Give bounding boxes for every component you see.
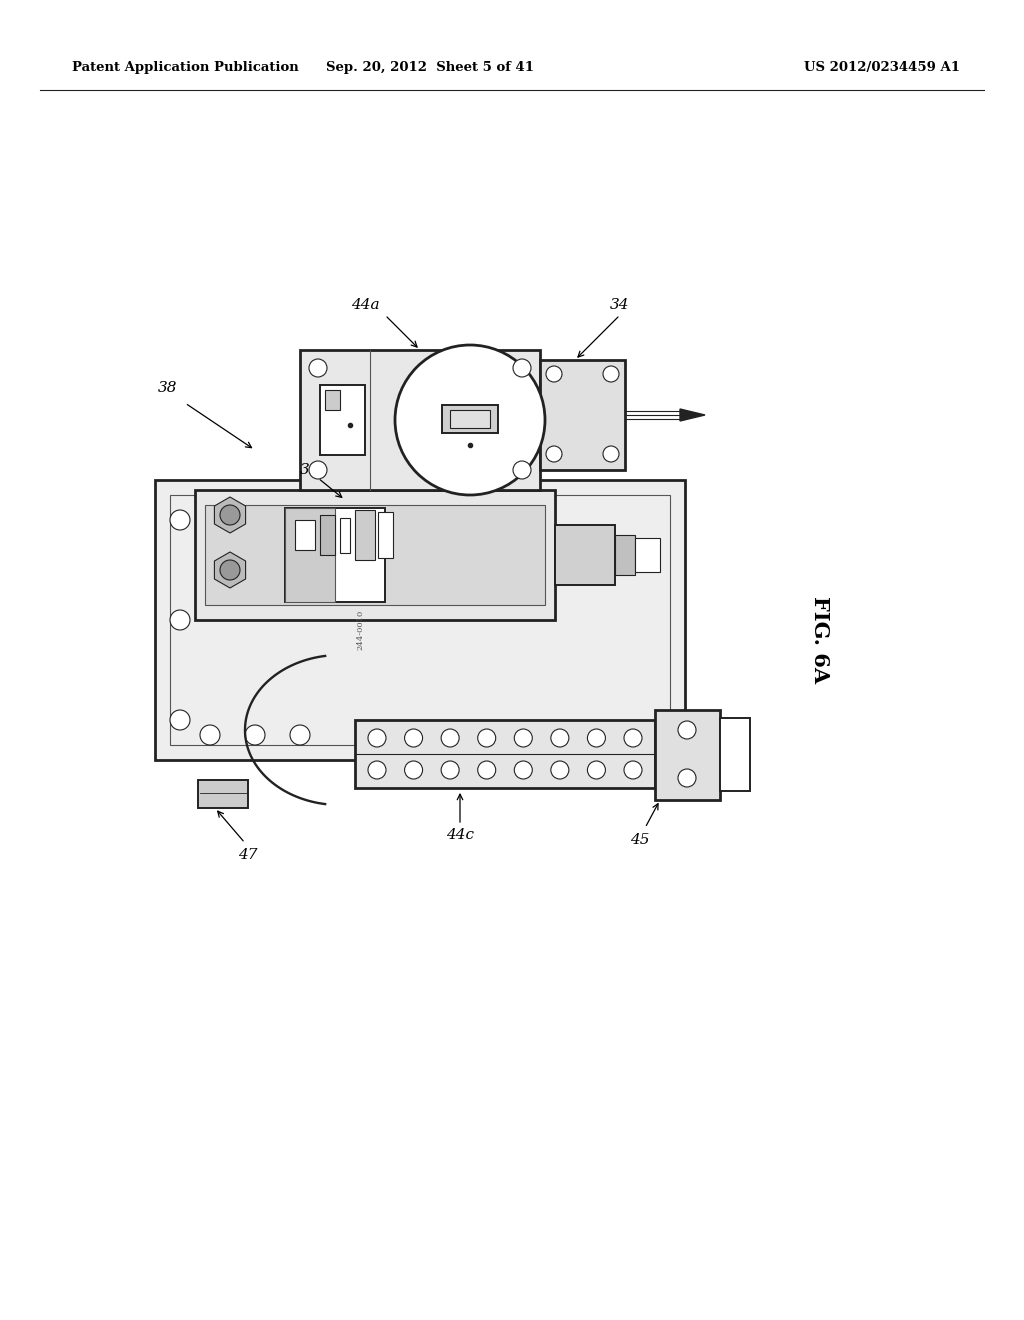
Text: Sep. 20, 2012  Sheet 5 of 41: Sep. 20, 2012 Sheet 5 of 41 (326, 62, 534, 74)
Text: 33: 33 (300, 463, 319, 477)
Circle shape (170, 610, 190, 630)
Circle shape (245, 725, 265, 744)
Bar (300, 350, 540, 490)
Circle shape (368, 729, 386, 747)
Text: 244-0010: 244-0010 (356, 610, 364, 651)
Bar (285, 508, 385, 602)
Circle shape (404, 729, 423, 747)
Circle shape (546, 366, 562, 381)
Text: 47: 47 (239, 847, 258, 862)
Circle shape (514, 729, 532, 747)
Bar (540, 360, 625, 470)
Text: US 2012/0234459 A1: US 2012/0234459 A1 (804, 62, 961, 74)
Circle shape (588, 762, 605, 779)
Bar (195, 490, 555, 620)
Circle shape (309, 359, 327, 378)
Circle shape (551, 729, 569, 747)
Circle shape (309, 461, 327, 479)
Circle shape (200, 725, 220, 744)
Text: 45: 45 (630, 833, 650, 847)
Circle shape (513, 461, 531, 479)
Bar (615, 535, 635, 576)
Bar (155, 480, 685, 760)
Circle shape (603, 366, 618, 381)
Circle shape (395, 345, 545, 495)
Circle shape (588, 729, 605, 747)
Circle shape (478, 762, 496, 779)
Text: Patent Application Publication: Patent Application Publication (72, 62, 299, 74)
Circle shape (220, 560, 240, 579)
Bar (655, 710, 720, 800)
Circle shape (290, 725, 310, 744)
Circle shape (220, 506, 240, 525)
Bar (325, 389, 340, 411)
Circle shape (368, 762, 386, 779)
Bar (319, 515, 335, 554)
Circle shape (514, 762, 532, 779)
Bar (295, 520, 315, 550)
Polygon shape (214, 552, 246, 587)
Bar (442, 405, 498, 433)
Circle shape (170, 510, 190, 531)
Circle shape (441, 762, 459, 779)
Circle shape (513, 359, 531, 378)
Bar (355, 719, 655, 788)
Circle shape (404, 762, 423, 779)
Bar (355, 510, 375, 560)
Circle shape (546, 446, 562, 462)
Circle shape (603, 446, 618, 462)
Text: 44c: 44c (446, 828, 474, 842)
Circle shape (441, 729, 459, 747)
Polygon shape (214, 498, 246, 533)
Bar (555, 525, 615, 585)
Bar (285, 508, 335, 602)
Circle shape (624, 762, 642, 779)
Circle shape (678, 770, 696, 787)
Text: 34: 34 (610, 298, 630, 312)
Bar (450, 411, 490, 428)
Text: 44a: 44a (351, 298, 380, 312)
Circle shape (170, 710, 190, 730)
Bar (635, 539, 660, 572)
Bar (170, 495, 670, 744)
Circle shape (478, 729, 496, 747)
Bar (378, 512, 393, 558)
Text: FIG. 6A: FIG. 6A (810, 597, 830, 684)
Circle shape (678, 721, 696, 739)
Circle shape (551, 762, 569, 779)
Bar (319, 385, 365, 455)
Bar (340, 517, 350, 553)
Bar (198, 780, 248, 808)
Polygon shape (680, 409, 705, 421)
Bar (205, 506, 545, 605)
Bar (720, 718, 750, 791)
Text: 38: 38 (159, 381, 178, 395)
Circle shape (624, 729, 642, 747)
